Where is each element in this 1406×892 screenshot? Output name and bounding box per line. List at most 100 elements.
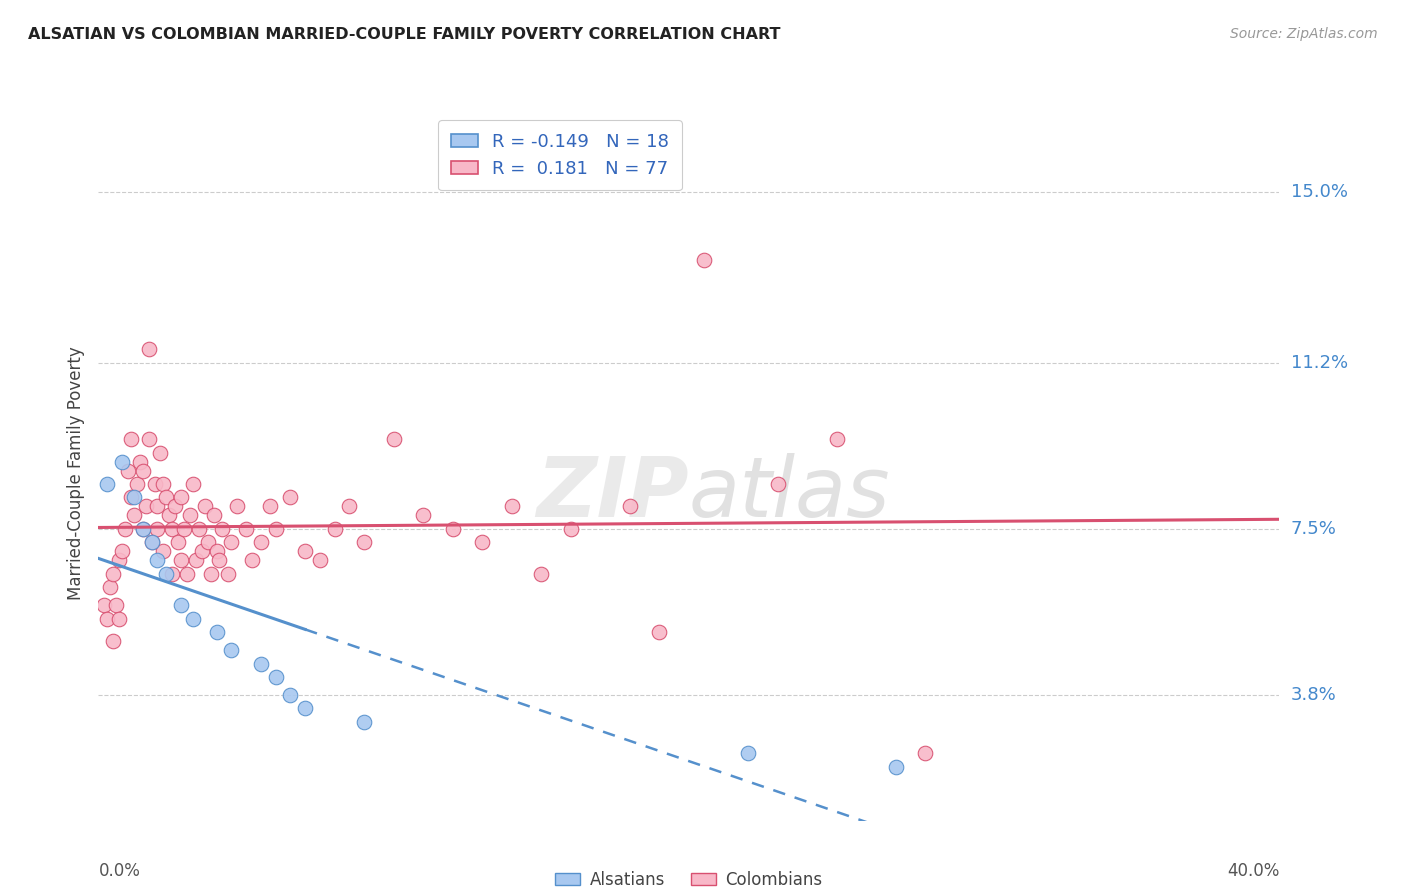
Point bbox=[170, 598, 193, 612]
Legend: Alsatians, Colombians: Alsatians, Colombians bbox=[548, 864, 830, 892]
Point bbox=[146, 553, 169, 567]
Point bbox=[737, 747, 759, 761]
Point bbox=[165, 500, 187, 514]
Point bbox=[181, 477, 204, 491]
Point bbox=[157, 508, 180, 523]
Point bbox=[146, 522, 169, 536]
Point bbox=[170, 553, 193, 567]
Text: 11.2%: 11.2% bbox=[1291, 354, 1348, 372]
Point bbox=[128, 454, 150, 468]
Point bbox=[217, 566, 239, 581]
Point bbox=[167, 535, 190, 549]
Point bbox=[278, 491, 302, 505]
Point bbox=[111, 544, 134, 558]
Point bbox=[226, 500, 249, 514]
Point bbox=[155, 491, 177, 505]
Point bbox=[441, 522, 464, 536]
Point bbox=[884, 760, 907, 774]
Point bbox=[353, 714, 375, 729]
Point bbox=[132, 463, 155, 477]
Point bbox=[103, 566, 125, 581]
Point bbox=[412, 508, 434, 523]
Point bbox=[648, 625, 671, 640]
Point bbox=[382, 432, 405, 446]
Text: 0.0%: 0.0% bbox=[98, 863, 141, 880]
Point bbox=[264, 670, 287, 684]
Point bbox=[693, 252, 716, 267]
Point bbox=[202, 508, 225, 523]
Point bbox=[120, 432, 142, 446]
Point bbox=[184, 553, 207, 567]
Point bbox=[176, 566, 198, 581]
Point bbox=[179, 508, 201, 523]
Point bbox=[98, 580, 121, 594]
Point bbox=[471, 535, 494, 549]
Point bbox=[294, 544, 316, 558]
Point bbox=[143, 477, 166, 491]
Text: ZIP: ZIP bbox=[536, 453, 689, 534]
Point bbox=[200, 566, 222, 581]
Point bbox=[353, 535, 375, 549]
Point bbox=[181, 612, 204, 626]
Point bbox=[162, 566, 183, 581]
Point bbox=[152, 544, 174, 558]
Point bbox=[114, 522, 136, 536]
Text: 15.0%: 15.0% bbox=[1291, 183, 1347, 202]
Point bbox=[125, 477, 148, 491]
Point bbox=[105, 598, 128, 612]
Point bbox=[914, 747, 936, 761]
Point bbox=[132, 522, 155, 536]
Point bbox=[162, 522, 183, 536]
Point bbox=[111, 454, 134, 468]
Point bbox=[96, 477, 118, 491]
Point bbox=[141, 535, 163, 549]
Point bbox=[191, 544, 214, 558]
Point bbox=[309, 553, 332, 567]
Point bbox=[122, 491, 145, 505]
Point bbox=[132, 522, 155, 536]
Text: 3.8%: 3.8% bbox=[1291, 686, 1336, 704]
Point bbox=[235, 522, 257, 536]
Point bbox=[766, 477, 789, 491]
Point bbox=[219, 535, 243, 549]
Point bbox=[194, 500, 217, 514]
Point bbox=[294, 701, 316, 715]
Point bbox=[155, 566, 177, 581]
Point bbox=[205, 625, 228, 640]
Point bbox=[122, 508, 145, 523]
Point bbox=[138, 432, 160, 446]
Point bbox=[108, 553, 131, 567]
Point bbox=[337, 500, 360, 514]
Point bbox=[240, 553, 263, 567]
Point bbox=[149, 445, 172, 459]
Point bbox=[250, 535, 273, 549]
Point bbox=[825, 432, 848, 446]
Point bbox=[120, 491, 142, 505]
Point bbox=[323, 522, 346, 536]
Point bbox=[560, 522, 582, 536]
Point bbox=[211, 522, 233, 536]
Point bbox=[170, 491, 193, 505]
Point bbox=[530, 566, 553, 581]
Text: 7.5%: 7.5% bbox=[1291, 520, 1337, 538]
Point bbox=[278, 688, 302, 702]
Point bbox=[264, 522, 287, 536]
Point bbox=[259, 500, 281, 514]
Point bbox=[141, 535, 163, 549]
Text: 40.0%: 40.0% bbox=[1227, 863, 1279, 880]
Text: ALSATIAN VS COLOMBIAN MARRIED-COUPLE FAMILY POVERTY CORRELATION CHART: ALSATIAN VS COLOMBIAN MARRIED-COUPLE FAM… bbox=[28, 27, 780, 42]
Point bbox=[619, 500, 641, 514]
Point bbox=[208, 553, 231, 567]
Point bbox=[205, 544, 228, 558]
Point bbox=[135, 500, 157, 514]
Point bbox=[93, 598, 115, 612]
Point bbox=[117, 463, 139, 477]
Point bbox=[103, 634, 125, 648]
Text: Source: ZipAtlas.com: Source: ZipAtlas.com bbox=[1230, 27, 1378, 41]
Point bbox=[501, 500, 523, 514]
Point bbox=[250, 657, 273, 671]
Point bbox=[108, 612, 131, 626]
Point bbox=[152, 477, 174, 491]
Point bbox=[219, 643, 243, 657]
Point bbox=[197, 535, 219, 549]
